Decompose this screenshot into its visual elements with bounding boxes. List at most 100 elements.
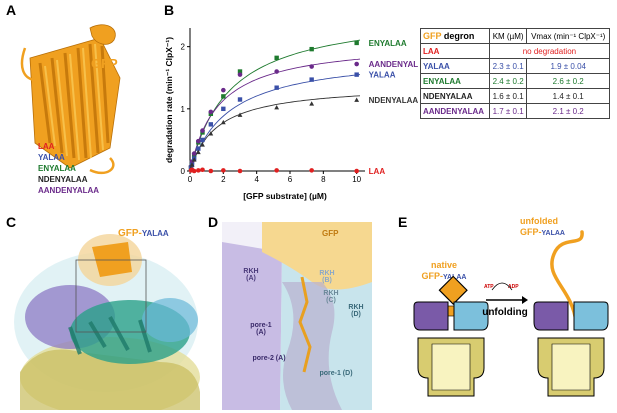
rkh-d-label: RKH (D) (348, 304, 364, 318)
vmax-cell: 2.1 ± 0.2 (526, 103, 610, 119)
table-row: NDENYALAA 1.6 ± 0.1 1.4 ± 0.1 (420, 88, 610, 104)
data-point (200, 128, 205, 133)
y-tick-label: 1 (181, 105, 186, 114)
pore-1-a-label: pore-1 (A) (250, 322, 272, 336)
data-point (208, 131, 214, 136)
degradation-rate-chart: 0 2 4 6 8 10 0 1 2 ENYALAA AANDENYALAA YALAA NDENYA… (164, 28, 418, 183)
kinetics-table: GFP degron KM (µM) Vmax (min⁻¹ ClpX⁻¹) L… (420, 28, 611, 119)
panel-c-label: C (6, 214, 17, 230)
gfp-label-a: GFP (91, 56, 118, 71)
arrowhead-icon (522, 296, 528, 304)
gfp-yalaa-label-c: GFP-YALAA (118, 228, 169, 239)
data-point (237, 168, 243, 174)
tag-enyalaa: ENYALAA (38, 164, 76, 173)
panel-e-label: E (398, 214, 408, 230)
clpx-complex-structure (14, 234, 200, 410)
data-point (221, 168, 226, 173)
data-point (354, 61, 359, 67)
x-tick-label: 0 (188, 175, 193, 183)
table-row: YALAA 2.3 ± 0.1 1.9 ± 0.04 (420, 58, 610, 74)
data-point (221, 106, 226, 112)
data-point (309, 46, 314, 52)
series-label: YALAA (369, 71, 396, 80)
vmax-cell: 2.6 ± 0.2 (526, 73, 610, 89)
adp-label: ADP (508, 284, 519, 290)
vmax-cell: 1.9 ± 0.04 (526, 58, 610, 74)
degron-cell: LAA (420, 43, 490, 59)
pore-2-a-label: pore-2 (A) (252, 355, 286, 362)
data-point (189, 162, 195, 167)
data-point (274, 104, 280, 110)
x-tick-label: 10 (352, 175, 361, 183)
degron-cell: AANDENYALAA (420, 103, 490, 119)
x-axis-label: [GFP substrate] (µM) (243, 191, 327, 201)
km-cell: 1.6 ± 0.1 (488, 88, 528, 104)
data-point (274, 55, 279, 61)
data-point (274, 85, 279, 90)
series-label: ENYALAA (369, 39, 407, 48)
header-vmax: Vmax (min⁻¹ ClpX⁻¹) (526, 28, 610, 44)
unfolded-complex (533, 230, 609, 397)
rkh-a-label: RKH (A) (243, 268, 259, 282)
data-point (191, 157, 197, 162)
header-degron: GFP degron (420, 28, 490, 44)
pore-1-d-label: pore-1 (D) (319, 370, 353, 377)
panel-d-label: D (208, 214, 219, 230)
data-point (237, 72, 243, 77)
fit-curve (189, 58, 361, 172)
data-point (196, 138, 201, 144)
atp-label: ATP (484, 284, 494, 290)
header-km: KM (µM) (488, 28, 528, 44)
data-point (191, 168, 197, 174)
data-point (354, 168, 359, 174)
data-point (208, 168, 214, 174)
atp-arrow-icon (491, 282, 513, 291)
data-point (309, 168, 314, 173)
native-complex (413, 275, 489, 397)
y-tick-label: 0 (181, 167, 186, 176)
tag-ndenyalaa: NDENYALAA (38, 175, 88, 184)
data-point (208, 109, 214, 115)
data-point (220, 119, 226, 125)
panel-b-label: B (164, 2, 175, 18)
data-point (221, 87, 226, 93)
table-row: ENYALAA 2.4 ± 0.2 2.6 ± 0.2 (420, 73, 610, 89)
gfp-label-d: GFP (322, 229, 339, 238)
data-point (221, 94, 226, 99)
table-row: LAA no degradation (420, 43, 611, 59)
table-header-row: GFP degron KM (µM) Vmax (min⁻¹ ClpX⁻¹) (420, 28, 610, 44)
degron-cell: ENYALAA (420, 73, 490, 89)
data-point (274, 69, 279, 74)
x-tick-label: 8 (321, 175, 326, 183)
rkh-c-label: RKH (C) (323, 290, 339, 304)
fit-curve (189, 95, 361, 172)
gfp-barrel-structure (20, 24, 121, 175)
data-point (191, 151, 197, 156)
data-point (237, 97, 243, 102)
data-point (309, 101, 315, 106)
data-point (354, 97, 360, 102)
degron-cell: YALAA (420, 58, 490, 74)
data-point (196, 146, 201, 151)
no-degradation-cell: no degradation (488, 43, 611, 59)
x-tick-label: 4 (254, 175, 259, 183)
data-point (237, 112, 243, 117)
pore-zoom-structure (222, 222, 372, 410)
x-tick-label: 2 (221, 175, 226, 183)
unfolding-schematic: ATP ADP unfolding (413, 230, 609, 397)
series-label: AANDENYALAA (369, 60, 418, 69)
km-cell: 2.3 ± 0.1 (488, 58, 528, 74)
data-point (274, 168, 279, 173)
tag-yalaa: YALAA (38, 153, 65, 162)
km-cell: 2.4 ± 0.2 (488, 73, 528, 89)
y-axis-label: degradation rate (min⁻¹ ClpX⁻¹) (164, 37, 174, 163)
km-cell: 1.7 ± 0.1 (488, 103, 528, 119)
rkh-b-label: RKH (B) (319, 270, 335, 284)
fit-curve (189, 39, 361, 172)
y-tick-label: 2 (181, 43, 186, 52)
x-tick-label: 6 (288, 175, 293, 183)
data-point (195, 149, 201, 155)
data-point (196, 168, 201, 173)
unfolded-gfp-label: unfolded GFP-YALAA (520, 216, 565, 237)
unfolding-label: unfolding (482, 307, 528, 318)
